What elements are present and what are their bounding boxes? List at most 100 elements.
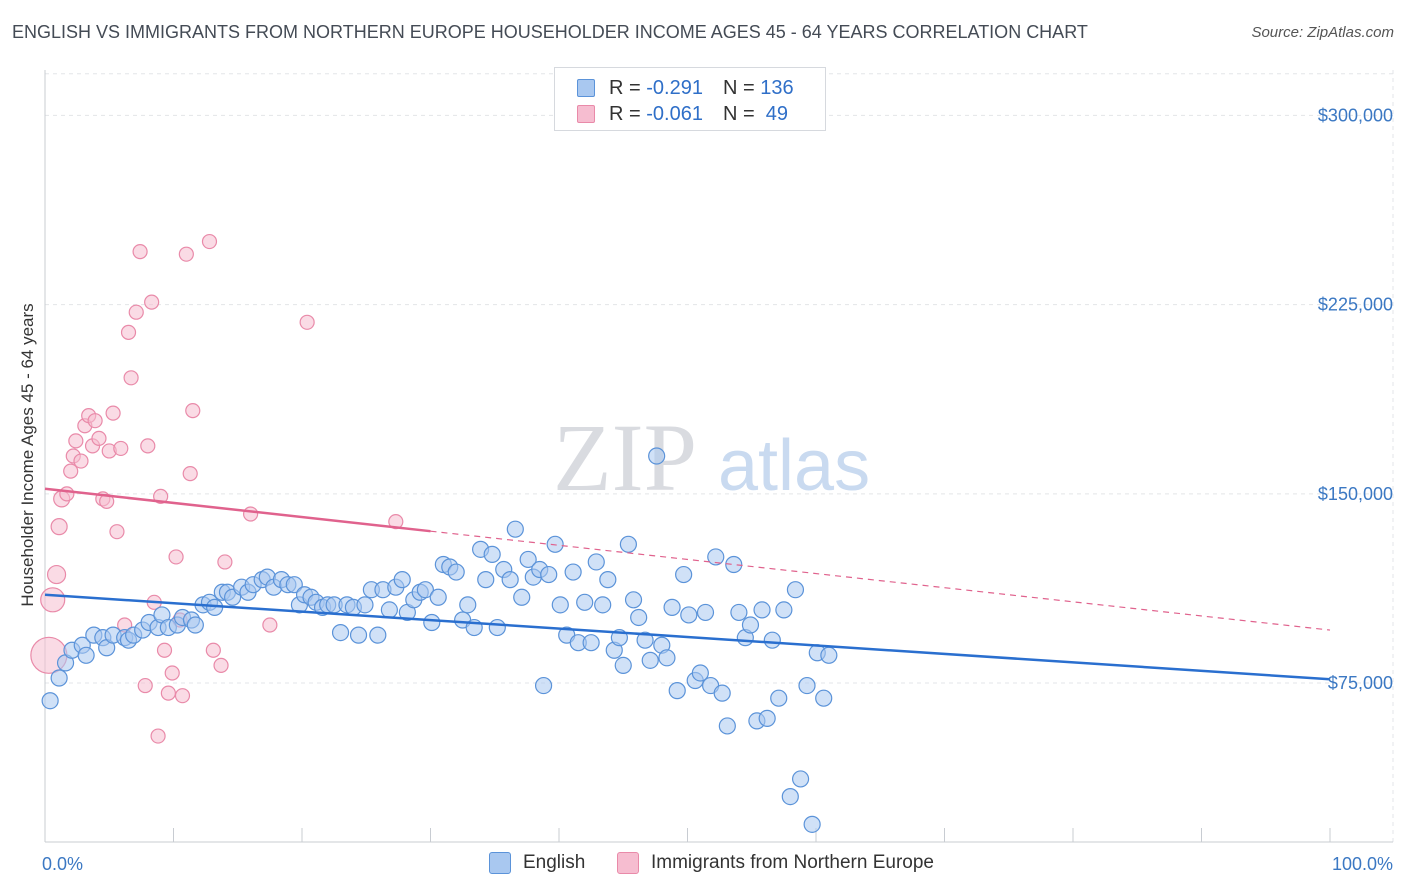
- english-point: [636, 631, 654, 649]
- immigrant-point: [174, 688, 191, 704]
- english-point: [624, 591, 643, 609]
- english-point: [540, 565, 558, 584]
- english-point: [331, 624, 350, 642]
- english-point: [416, 581, 434, 599]
- immigrant-point: [63, 463, 79, 479]
- english-point: [77, 646, 95, 664]
- english-point: [594, 596, 612, 614]
- immigrant-point: [128, 304, 144, 320]
- r-value: -0.291: [646, 76, 703, 99]
- english-point: [741, 616, 760, 634]
- legend-item-immigrants[interactable]: Immigrants from Northern Europe: [617, 852, 934, 874]
- immigrant-point: [120, 324, 137, 340]
- english-point: [506, 520, 524, 538]
- y-tick-labels: $75,000 $150,000 $225,000 $300,000: [1318, 105, 1393, 693]
- immigrant-point: [213, 657, 229, 673]
- r-value: -0.061: [646, 102, 703, 125]
- immigrant-point: [137, 677, 153, 694]
- axes: [44, 70, 1393, 843]
- immigrants-swatch: [577, 105, 595, 123]
- chart-title: ENGLISH VS IMMIGRANTS FROM NORTHERN EURO…: [12, 22, 1088, 42]
- english-point: [186, 616, 204, 634]
- legend-label-immigrants: Immigrants from Northern Europe: [651, 852, 934, 873]
- immigrant-point: [59, 486, 75, 502]
- n-label: N =: [722, 102, 755, 125]
- y-tick-label: $75,000: [1328, 673, 1393, 693]
- english-point: [513, 588, 531, 606]
- english-point: [587, 553, 605, 571]
- english-trend-line: [44, 593, 1331, 681]
- grid: [45, 70, 1394, 842]
- immigrant-point: [91, 430, 107, 446]
- immigrant-point: [105, 405, 121, 421]
- english-point: [423, 613, 441, 632]
- immigrant-point: [113, 440, 129, 457]
- english-point: [429, 588, 447, 606]
- n-label: N =: [722, 76, 755, 99]
- english-point: [648, 447, 666, 465]
- immigrant-point: [185, 402, 201, 419]
- english-point: [349, 626, 368, 644]
- immigrants-trend-line: [44, 487, 431, 533]
- immigrant-point: [168, 549, 184, 565]
- immigrant-point: [243, 506, 259, 522]
- english-point: [798, 676, 816, 695]
- english-point: [380, 601, 398, 619]
- english-point: [285, 576, 303, 594]
- immigrants-swatch: [617, 852, 639, 874]
- source-label[interactable]: Source: ZipAtlas.com: [1251, 24, 1394, 41]
- watermark: ZIP atlas: [553, 404, 870, 511]
- english-point: [501, 571, 519, 589]
- english-point: [730, 603, 748, 622]
- english-point: [713, 684, 731, 702]
- n-value: 136: [760, 76, 794, 99]
- english-point: [534, 676, 553, 695]
- y-tick-label: $225,000: [1318, 295, 1393, 315]
- english-point: [488, 618, 506, 637]
- immigrant-point: [123, 370, 139, 386]
- correlation-legend: R = -0.291 N = 136 R = -0.061 N = 49: [554, 67, 826, 131]
- immigrant-point: [150, 728, 166, 744]
- english-point: [41, 692, 59, 710]
- english-point: [815, 689, 833, 707]
- english-point: [447, 563, 465, 581]
- english-point: [675, 565, 693, 584]
- english-point: [393, 571, 411, 589]
- x-tick-label: 100.0%: [1332, 854, 1393, 874]
- watermark-zip: ZIP: [553, 404, 697, 511]
- english-point: [718, 717, 736, 735]
- series-legend: English Immigrants from Northern Europe: [0, 850, 1406, 880]
- immigrant-point: [178, 246, 194, 262]
- english-point: [663, 598, 681, 616]
- english-point: [483, 545, 501, 563]
- immigrant-point: [205, 642, 221, 658]
- english-point: [707, 548, 725, 566]
- english-point: [680, 606, 698, 624]
- english-point: [725, 555, 743, 574]
- immigrant-point: [156, 642, 173, 658]
- english-point: [477, 571, 495, 589]
- immigrant-point: [153, 488, 169, 504]
- english-point: [50, 669, 68, 687]
- immigrant-point: [217, 554, 233, 570]
- x-tick-label: 0.0%: [42, 854, 83, 874]
- immigrant-point: [109, 524, 125, 540]
- immigrant-point: [160, 685, 176, 701]
- legend-row-english: R = -0.291 N = 136: [577, 75, 794, 101]
- trend-lines: [44, 487, 1331, 681]
- y-tick-label: $150,000: [1318, 484, 1393, 504]
- immigrant-point: [299, 314, 315, 330]
- english-point: [770, 689, 788, 707]
- immigrant-point: [40, 587, 66, 613]
- english-point: [791, 770, 810, 788]
- immigrant-point: [144, 294, 160, 310]
- english-point: [459, 596, 477, 614]
- english-point: [576, 593, 594, 611]
- watermark-atlas: atlas: [718, 426, 870, 506]
- english-point: [775, 601, 793, 619]
- immigrant-point: [87, 413, 103, 429]
- english-point: [753, 601, 771, 619]
- immigrant-point: [68, 433, 84, 449]
- legend-item-english[interactable]: English: [489, 852, 585, 874]
- english-point: [614, 656, 632, 674]
